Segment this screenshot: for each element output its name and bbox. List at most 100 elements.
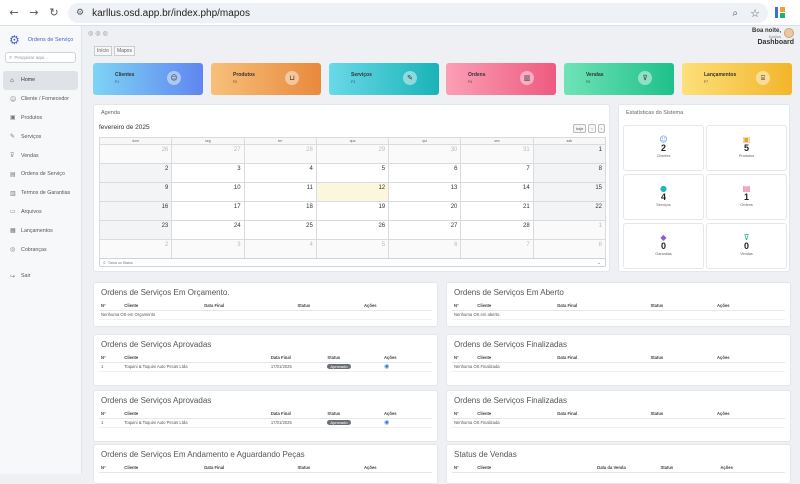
calendar-day[interactable]: 12 [315,182,390,202]
calendar-day[interactable]: 3 [171,163,245,183]
status-filter-select[interactable]: ⌕ Todos os Status ⌄ [99,258,606,267]
calendar-day[interactable]: 31 [460,144,534,164]
sidebar-item-lan-amentos[interactable]: ▦ Lançamentos [3,221,78,240]
sidebar-item-ordens-de-servi-o[interactable]: ▤ Ordens de Serviço [3,165,78,184]
calendar-day[interactable]: 5 [315,163,390,183]
calendar-day[interactable]: 4 [243,239,317,259]
reload-icon[interactable]: ↻ [49,6,59,19]
sidebar-item-vendas[interactable]: ⊽ Vendas [3,146,78,165]
calendar-day[interactable]: 6 [388,163,462,183]
sidebar-item-servi-os[interactable]: ✎ Serviços [3,127,78,146]
card-label: Lançamentos [704,72,737,78]
sidebar-item-arquivos[interactable]: ▭ Arquivos [3,203,78,222]
sidebar-item-termos-de-garantias[interactable]: ▥ Termos de Garantias [3,184,78,203]
stat-produtos[interactable]: ▣ 5 Produtos [706,125,787,171]
calendar-day[interactable]: 18 [243,201,317,221]
calendar-day[interactable]: 27 [171,144,245,164]
card-shortcut: F3 [351,80,356,84]
actions-cell: ◉ [382,418,432,428]
extension-icon[interactable] [774,6,786,19]
stat-vendas[interactable]: ⊽ 0 Vendas [706,223,787,269]
calendar-day[interactable]: 28 [243,144,317,164]
card-lan-amentos[interactable]: Lançamentos F7 ⌸ [682,63,792,95]
stats-title: Estatísticas do Sistema [626,110,684,116]
calendar-day[interactable]: 15 [532,182,607,202]
brand-name: Ordens de Serviço [27,37,74,43]
card-clientes[interactable]: Clientes F1 ☺ [93,63,203,95]
calendar-day[interactable]: 10 [171,182,245,202]
calendar-day[interactable]: 6 [388,239,462,259]
next-month-button[interactable]: › [597,124,605,133]
calendar-day[interactable]: 1 [532,220,607,240]
card-servi-os[interactable]: Serviços F3 ✎ [329,63,439,95]
avatar[interactable] [784,28,794,38]
site-settings-icon[interactable]: ⚙ [76,8,85,18]
view-eye-icon[interactable]: ◉ [384,419,390,426]
stat-garantias[interactable]: ◆ 0 Garantias [623,223,704,269]
calendar-day[interactable]: 26 [98,144,173,164]
calendar-day[interactable]: 24 [171,220,245,240]
calendar-day[interactable]: 28 [460,220,534,240]
calendar-day[interactable]: 21 [460,201,534,221]
calendar-day[interactable]: 26 [315,220,390,240]
calendar-day[interactable]: 1 [532,144,607,164]
sidebar-item-sair[interactable]: ↪ Sair [3,267,78,286]
stat-servi-os[interactable]: ● 4 Serviços [623,174,704,220]
client-name: Toquini & Toquini Auto Pecas Ltda [122,362,269,372]
calendar-day[interactable]: 30 [388,144,462,164]
calendar-day[interactable]: 27 [388,220,462,240]
calendar-day[interactable]: 4 [243,163,317,183]
table-row[interactable]: 1 Toquini & Toquini Auto Pecas Ltda 17/01/… [99,362,432,372]
card-vendas[interactable]: Vendas F5 ⊽ [564,63,674,95]
wrench-icon: ✎ [10,133,16,141]
breadcrumb-mapos[interactable]: Mapos [113,46,135,56]
today-button[interactable]: hoje [572,124,587,133]
view-eye-icon[interactable]: ◉ [384,363,390,370]
wrench-icon: ✎ [403,71,417,85]
calendar-day[interactable]: 22 [532,201,607,221]
card-ordens[interactable]: Ordens F4 ▥ [446,63,556,95]
sidebar-item-cliente-fornecedor[interactable]: ☺ Cliente / Fornecedor [3,90,78,109]
card-produtos[interactable]: Produtos F2 ⊔ [211,63,321,95]
zoom-icon[interactable]: ⌕ [732,7,738,19]
window-dots-icon[interactable]: ◎◎◎ [88,30,110,37]
calendar-day[interactable]: 29 [315,144,390,164]
calendar-day[interactable]: 8 [532,163,607,183]
calendar-day[interactable]: 20 [388,201,462,221]
calendar-day[interactable]: 11 [243,182,317,202]
calendar-day[interactable]: 19 [315,201,390,221]
address-bar[interactable]: ⚙ karllus.osd.app.br/index.php/mapos ⌕ ☆ [68,3,768,23]
calendar-day[interactable]: 17 [171,201,245,221]
calendar-day[interactable]: 8 [532,239,607,259]
calendar-day[interactable]: 7 [460,163,534,183]
bookmark-star-icon[interactable]: ☆ [750,6,760,20]
breadcrumb-inicio[interactable]: Início [94,46,112,56]
sidebar-item-produtos[interactable]: ▣ Produtos [3,109,78,128]
forward-icon[interactable]: → [29,6,39,19]
calendar-day[interactable]: 23 [98,220,173,240]
app-logo[interactable]: ⚙ Ordens de Serviço [0,26,81,47]
sidebar-item-label: Cliente / Fornecedor [21,96,69,103]
calendar-buttons: hoje ‹ › [572,124,605,133]
url-text[interactable]: karllus.osd.app.br/index.php/mapos [92,7,250,19]
column-header: Data Final [202,463,296,473]
stat-clientes[interactable]: ☺ 2 Clientes [623,125,704,171]
calendar-day[interactable]: 9 [98,182,173,202]
calendar-day[interactable]: 5 [315,239,390,259]
calendar-day[interactable]: 3 [171,239,245,259]
table-row[interactable]: 1 Toquini & Toquini Auto Pecas Ltda 17/01/… [99,418,432,428]
calendar-day[interactable]: 2 [98,163,173,183]
calendar-day[interactable]: 25 [243,220,317,240]
search-input[interactable]: ⌕ Pesquisar aqui... [5,52,76,63]
prev-month-button[interactable]: ‹ [588,124,596,133]
calendar-day[interactable]: 16 [98,201,173,221]
sidebar-item-cobran-as[interactable]: ◎ Cobranças [3,240,78,259]
browser-toolbar: ← → ↻ ⚙ karllus.osd.app.br/index.php/map… [0,0,800,26]
calendar-day[interactable]: 2 [98,239,173,259]
calendar-day[interactable]: 7 [460,239,534,259]
calendar-day[interactable]: 13 [388,182,462,202]
calendar-day[interactable]: 14 [460,182,534,202]
sidebar-item-home[interactable]: ⌂ Home [3,71,78,90]
stat-ordens[interactable]: ▤ 1 Ordens [706,174,787,220]
back-icon[interactable]: ← [9,6,19,19]
